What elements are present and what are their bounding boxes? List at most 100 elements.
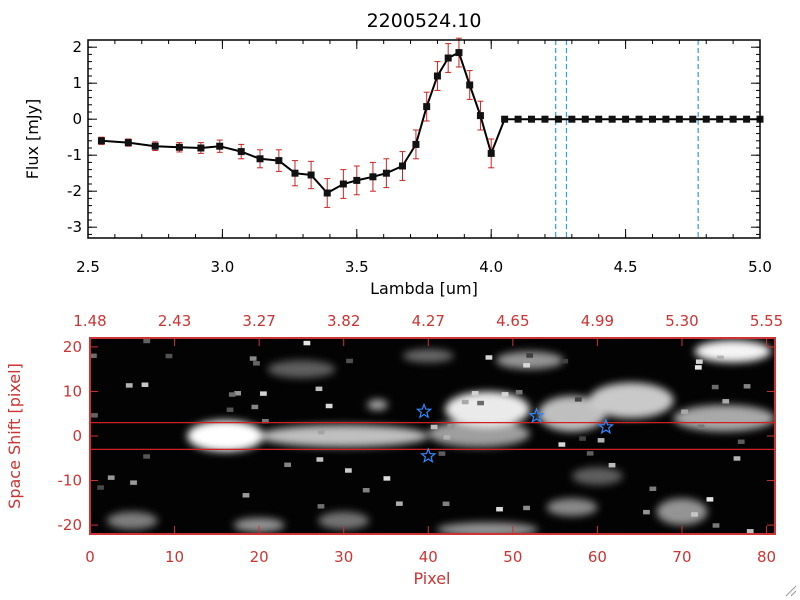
noise-pixel [695,359,703,364]
emission-blob-5 [588,382,674,419]
noise-pixel [717,355,724,361]
data-point-31 [581,115,589,123]
image-x-tick-label: 20 [250,548,269,566]
noise-pixel [477,400,484,406]
data-point-28 [541,115,549,123]
noise-pixel [586,451,594,456]
noise-pixel [344,468,352,473]
noise-pixel [722,399,730,404]
noise-pixel [447,423,455,429]
noise-pixel [523,505,530,511]
star-marker-0 [415,402,433,419]
x-tick-label: 2.5 [76,258,100,276]
data-point-30 [568,115,576,123]
data-point-2 [151,142,159,150]
noise-pixel [346,358,353,364]
data-point-0 [97,137,105,145]
data-point-40 [702,115,710,123]
emission-blob-7 [694,340,771,363]
y-tick-label: -1 [67,146,82,164]
data-point-11 [323,189,331,197]
data-point-33 [608,115,616,123]
data-point-27 [528,115,536,123]
noise-pixel [558,442,566,447]
emission-blob-8 [495,351,564,370]
noise-pixel [165,353,173,359]
noise-pixel [325,403,333,409]
resize-grip[interactable] [785,585,797,597]
data-point-20 [444,54,452,62]
data-point-43 [743,115,751,123]
image-y-tick-label: -20 [58,516,83,534]
noise-pixel [242,493,250,498]
image-top-tick-label: 5.55 [750,312,783,330]
x-axis-label: Lambda [um] [370,279,478,298]
noise-pixel [574,397,582,402]
noise-pixel [316,457,324,462]
noise-pixel [697,424,705,429]
image-top-tick-label: 3.82 [327,312,360,330]
spectrum-frame [87,39,761,239]
image-x-axis-label: Pixel [413,569,450,588]
image-y-axis-label: Space Shift [pixel] [5,363,24,509]
data-point-19 [433,72,441,80]
image-x-tick-label: 0 [85,548,95,566]
data-point-21 [455,49,463,57]
image-top-tick-label: 4.27 [412,312,445,330]
noise-pixel [262,418,269,424]
image-top-tick-label: 4.65 [496,312,529,330]
image-top-tick-label: 3.27 [242,312,275,330]
x-tick-label: 4.5 [614,258,638,276]
noise-pixel [141,382,149,387]
noise-pixel [461,399,469,405]
noise-pixel [317,504,325,509]
image-x-tick-label: 60 [588,548,607,566]
noise-pixel [746,529,754,534]
noise-pixel [711,384,719,390]
noise-pixel [234,391,241,396]
image-top-tick-label: 4.99 [581,312,614,330]
emission-blob-10 [106,511,158,530]
image-y-tick-label: 10 [63,382,82,400]
image-y-tick-label: -10 [58,472,83,490]
data-point-41 [716,115,724,123]
data-point-14 [369,173,377,181]
image-panel: 0 10 20 30 40 50 60 70 80 1.48 2.43 3.27 3.82 4.27 4.… [5,312,783,588]
data-point-17 [412,140,420,148]
noise-pixel [395,501,403,506]
data-point-37 [662,115,670,123]
data-point-12 [339,180,347,188]
data-point-13 [353,176,361,184]
image-x-tick-label: 40 [419,548,438,566]
emission-blob-14 [318,511,370,530]
noise-pixel [694,365,702,370]
data-point-38 [675,115,683,123]
noise-pixel [251,404,259,410]
emission-blob-1 [259,424,429,448]
noise-pixel [442,501,450,507]
emission-blob-15 [367,399,388,411]
image-top-tick-label: 2.43 [158,312,191,330]
spectrum-panel: 2200524.10 2.5 3.0 3.5 4.0 4.5 5.0 210-1-2-3 … [23,10,772,298]
x-tick-label: 4.0 [479,258,503,276]
noise-pixel [496,506,503,512]
noise-pixel [303,340,311,346]
noise-pixel [260,391,267,396]
noise-pixel [743,384,751,389]
noise-pixel [284,462,292,468]
noise-pixel [97,485,104,490]
data-point-36 [648,115,656,123]
noise-pixel [681,409,688,414]
noise-pixel [597,438,605,443]
noise-pixel [706,497,714,502]
data-point-35 [635,115,643,123]
data-point-24 [487,149,495,157]
image-x-tick-label: 80 [757,548,776,566]
data-point-25 [501,115,509,123]
data-point-5 [216,142,224,150]
noise-pixel [643,509,650,515]
x-tick-label: 3.0 [210,258,234,276]
noise-pixel [90,353,97,358]
image-y-tick-label: 0 [72,427,82,445]
emission-blob-3 [445,391,530,428]
